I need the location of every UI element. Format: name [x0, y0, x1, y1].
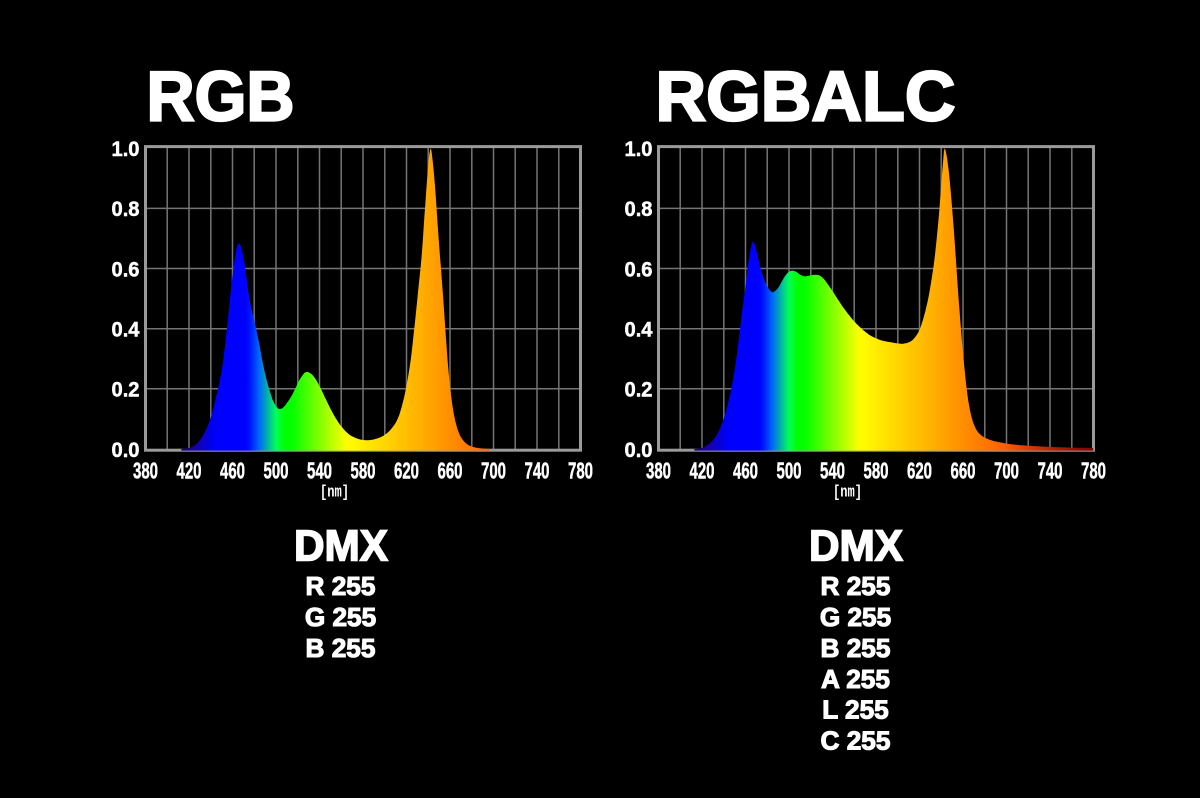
svg-text:660: 660 [951, 458, 976, 484]
svg-text:[nm]: [nm] [320, 483, 349, 502]
svg-text:0.8: 0.8 [112, 197, 140, 221]
svg-text:700: 700 [481, 458, 506, 484]
svg-text:R 255: R 255 [306, 571, 376, 601]
svg-text:1.0: 1.0 [112, 137, 140, 161]
svg-text:620: 620 [907, 458, 932, 484]
svg-text:G 255: G 255 [305, 602, 376, 632]
svg-text:0.0: 0.0 [625, 438, 653, 462]
svg-text:540: 540 [820, 458, 845, 484]
svg-text:G 255: G 255 [820, 602, 891, 632]
svg-text:0.6: 0.6 [625, 257, 653, 281]
svg-text:RGB: RGB [147, 57, 295, 136]
svg-text:460: 460 [220, 458, 245, 484]
svg-text:[nm]: [nm] [833, 483, 862, 502]
svg-text:380: 380 [133, 458, 158, 484]
svg-text:B 255: B 255 [821, 633, 891, 663]
svg-text:1.0: 1.0 [625, 137, 653, 161]
svg-text:380: 380 [646, 458, 671, 484]
svg-text:RGBALC: RGBALC [656, 57, 956, 136]
svg-text:780: 780 [1081, 458, 1106, 484]
svg-text:460: 460 [733, 458, 758, 484]
svg-text:500: 500 [264, 458, 289, 484]
svg-text:420: 420 [690, 458, 715, 484]
svg-text:620: 620 [394, 458, 419, 484]
svg-text:580: 580 [864, 458, 889, 484]
svg-text:420: 420 [177, 458, 202, 484]
svg-text:L 255: L 255 [822, 695, 889, 725]
svg-text:C 255: C 255 [821, 726, 891, 756]
svg-text:580: 580 [351, 458, 376, 484]
svg-text:0.4: 0.4 [625, 318, 653, 342]
svg-text:500: 500 [777, 458, 802, 484]
svg-text:0.6: 0.6 [112, 257, 140, 281]
svg-text:R 255: R 255 [821, 571, 891, 601]
svg-text:0.0: 0.0 [112, 438, 140, 462]
svg-text:DMX: DMX [294, 521, 388, 570]
svg-text:0.2: 0.2 [112, 378, 140, 402]
svg-text:DMX: DMX [809, 521, 903, 570]
svg-text:740: 740 [525, 458, 550, 484]
svg-text:0.4: 0.4 [112, 318, 140, 342]
svg-text:660: 660 [438, 458, 463, 484]
svg-text:B 255: B 255 [306, 633, 376, 663]
svg-text:540: 540 [307, 458, 332, 484]
svg-text:740: 740 [1038, 458, 1063, 484]
svg-text:0.2: 0.2 [625, 378, 653, 402]
svg-text:0.8: 0.8 [625, 197, 653, 221]
svg-text:700: 700 [994, 458, 1019, 484]
svg-text:780: 780 [568, 458, 593, 484]
svg-text:A 255: A 255 [821, 664, 890, 694]
